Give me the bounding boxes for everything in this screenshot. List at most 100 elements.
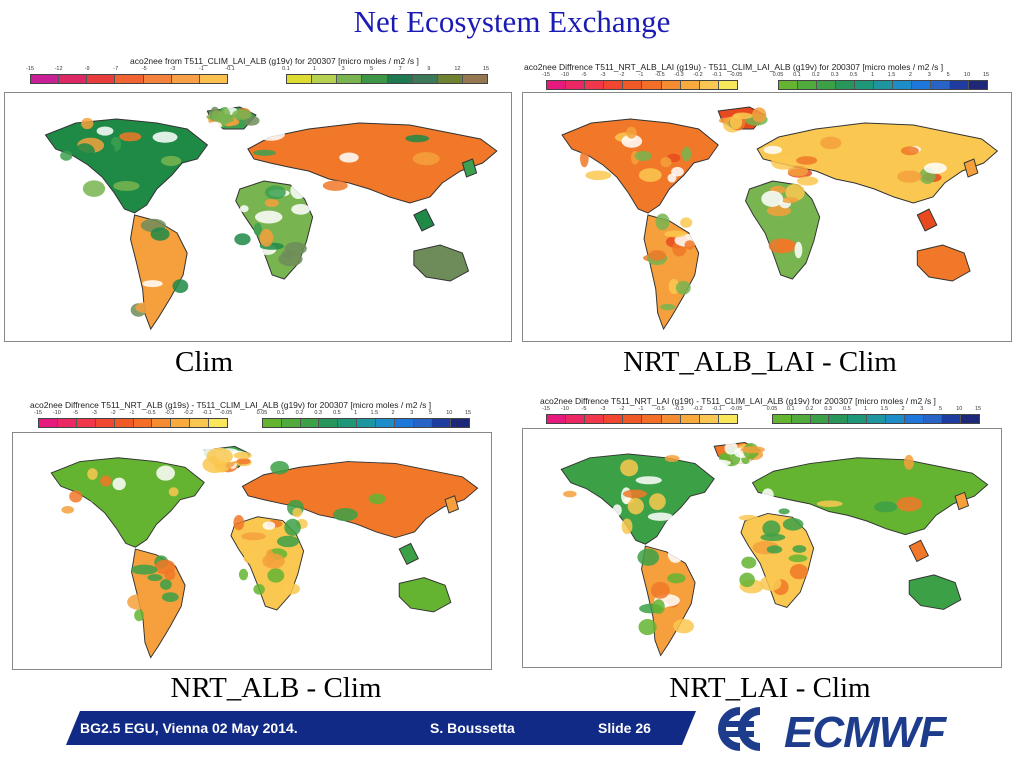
value-patch xyxy=(253,222,262,236)
land-region xyxy=(129,214,188,331)
value-patch xyxy=(762,520,781,537)
value-patch xyxy=(660,303,676,311)
legend-tick-label: 5 xyxy=(370,66,374,72)
panel-caption: NRT_ALB - Clim xyxy=(170,672,382,704)
value-patch xyxy=(156,465,175,481)
legend-tick-label: -0.2 xyxy=(693,406,703,412)
value-patch xyxy=(90,495,115,505)
value-patch xyxy=(96,126,114,136)
legend-tick-label: 15 xyxy=(482,66,490,72)
colorbar-swatch xyxy=(623,415,643,423)
value-patch xyxy=(87,468,98,480)
colorbar-swatch xyxy=(451,419,469,427)
legend-tick-label: 0.05 xyxy=(772,72,784,78)
colorbar-swatch xyxy=(31,75,60,83)
legend-tick-label: -10 xyxy=(561,72,569,78)
colorbar-swatch xyxy=(300,419,320,427)
legend-tick-label: 3 xyxy=(341,66,345,72)
value-patch xyxy=(709,459,732,466)
value-patch xyxy=(394,498,413,514)
legend-tick-label: -15 xyxy=(26,66,34,72)
colorbar-swatch xyxy=(76,419,96,427)
value-patch xyxy=(264,185,286,200)
colorbar-positive xyxy=(778,80,988,90)
value-patch xyxy=(147,290,169,301)
value-patch xyxy=(621,518,633,535)
value-patch xyxy=(232,109,252,120)
legend-tick-label: -1 xyxy=(638,406,644,412)
footer-slide-number: Slide 26 xyxy=(598,720,651,736)
value-patch xyxy=(680,217,693,228)
value-patch xyxy=(638,619,657,636)
value-patch xyxy=(844,471,869,482)
value-patch xyxy=(673,618,695,634)
colorbar-swatch xyxy=(642,81,662,89)
colorbar-swatch xyxy=(810,415,830,423)
legend-tick-label: 1 xyxy=(864,406,868,412)
legend-tick-label: 0.1 xyxy=(276,410,285,416)
value-patch xyxy=(563,490,577,498)
colorbar-swatch xyxy=(114,419,134,427)
legend-tick-label: 0.5 xyxy=(843,406,851,412)
legend-tick-label: 0.1 xyxy=(786,406,795,412)
land-region xyxy=(461,158,478,178)
value-patch xyxy=(147,574,163,582)
value-patch xyxy=(622,489,648,499)
value-patch xyxy=(635,476,662,485)
land-region xyxy=(908,574,962,610)
legend-tick-label: 0.3 xyxy=(830,72,839,78)
value-patch xyxy=(896,496,922,512)
legend-tick-label: -5 xyxy=(141,66,147,72)
value-patch xyxy=(738,514,759,521)
value-patch xyxy=(81,117,94,130)
world-map xyxy=(4,92,512,342)
value-patch xyxy=(664,454,680,462)
legend-tick-label: -0.3 xyxy=(164,410,175,416)
legend-tick-label: -9 xyxy=(84,66,90,72)
value-patch xyxy=(650,581,670,599)
legend-tick-label: -3 xyxy=(170,66,176,72)
legend-tick-label: 0.3 xyxy=(314,410,322,416)
value-patch xyxy=(276,535,300,548)
colorbar-swatch xyxy=(152,419,172,427)
value-patch xyxy=(292,507,303,518)
value-patch xyxy=(164,568,176,581)
legend-tick-label: 3 xyxy=(920,406,924,412)
colorbar-swatch xyxy=(931,81,950,89)
colorbar-swatch xyxy=(413,419,433,427)
value-patch xyxy=(257,127,285,141)
value-patch xyxy=(100,475,112,487)
value-patch xyxy=(900,146,919,156)
colorbar-swatch xyxy=(59,75,88,83)
value-patch xyxy=(282,249,294,259)
colorbar-positive xyxy=(286,74,488,84)
ecmwf-logo: ECMWF xyxy=(718,707,948,755)
land-region xyxy=(751,457,989,536)
colorbar-swatch xyxy=(133,419,153,427)
colorbar-swatch xyxy=(57,419,77,427)
footer-band-shape xyxy=(66,711,696,745)
value-patch xyxy=(763,145,783,155)
value-patch xyxy=(160,155,182,167)
value-patch xyxy=(300,176,323,190)
land-region xyxy=(398,577,452,613)
legend-tick-label: 0.05 xyxy=(766,406,778,412)
legend-tick-label: 0.2 xyxy=(811,72,820,78)
colorbar-swatch xyxy=(718,81,737,89)
colorbar-swatch xyxy=(171,419,191,427)
legend-tick-label: 0.2 xyxy=(295,410,304,416)
land-region xyxy=(963,158,979,178)
legend-tick-label: 1 xyxy=(354,410,358,416)
colorbar-swatch xyxy=(680,81,700,89)
legend-tick-label: 2 xyxy=(901,406,905,412)
land-region xyxy=(444,495,460,514)
colorbar-negative xyxy=(546,80,738,90)
value-patch xyxy=(61,505,75,514)
world-map xyxy=(12,432,492,670)
legend-tick-label: 15 xyxy=(464,410,472,416)
value-patch xyxy=(142,280,163,288)
value-patch xyxy=(740,446,765,454)
colorbar-swatch xyxy=(87,75,116,83)
legend-tick-label: -0.5 xyxy=(655,72,665,78)
value-patch xyxy=(585,170,612,181)
